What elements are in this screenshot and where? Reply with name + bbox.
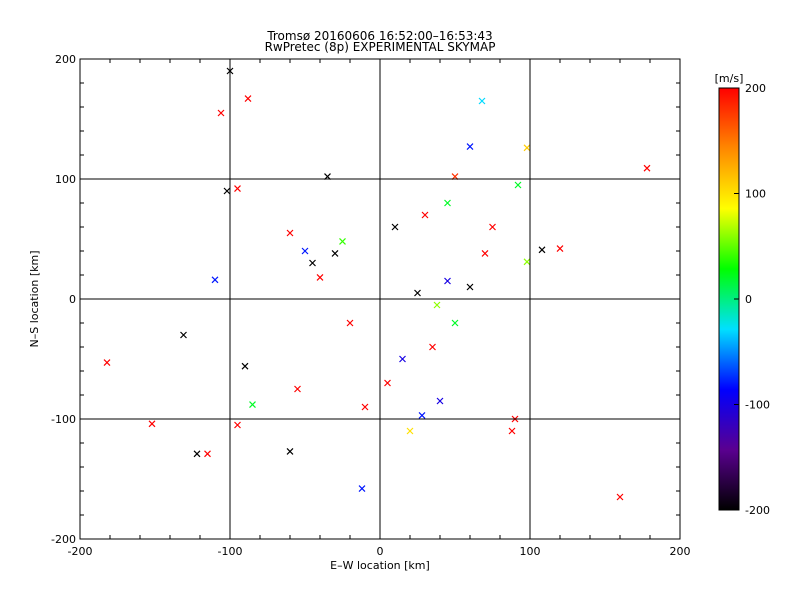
data-point: [148, 420, 156, 428]
data-point: [249, 401, 256, 409]
data-point: [466, 143, 474, 151]
data-point: [286, 229, 294, 237]
data-point: [316, 273, 324, 281]
data-point: [193, 450, 201, 458]
data-point: [309, 259, 316, 267]
data-point: [331, 249, 339, 257]
grid-lines: [80, 59, 680, 539]
data-point: [241, 362, 249, 370]
y-tick-label: 0: [69, 293, 76, 306]
data-point: [538, 246, 546, 254]
data-point: [294, 385, 301, 393]
data-points: [103, 67, 651, 501]
data-point: [234, 421, 241, 429]
data-point: [481, 249, 489, 257]
data-point: [466, 283, 474, 291]
x-tick-label: -200: [68, 545, 93, 558]
data-point: [339, 237, 346, 245]
colorbar-tick-label: 100: [745, 188, 766, 201]
data-point: [429, 343, 436, 351]
colorbar-tick-label: 0: [745, 293, 752, 306]
data-point: [103, 359, 111, 367]
data-point: [211, 276, 219, 284]
axis-ticks: -200 -100 0 100 200 -200 -100 0 100 200: [51, 53, 690, 558]
data-point: [508, 427, 516, 435]
x-tick-label: 0: [377, 545, 384, 558]
data-point: [421, 211, 429, 219]
data-point: [180, 331, 187, 339]
data-point: [523, 258, 531, 266]
data-point: [406, 427, 414, 435]
data-point: [436, 397, 444, 405]
data-point: [391, 223, 399, 231]
data-point: [414, 289, 421, 297]
data-point: [346, 319, 354, 327]
chart-subtitle: RwPretec (8p) EXPERIMENTAL SKYMAP: [265, 40, 496, 54]
chart-title: Tromsø 20160606 16:52:00–16:53:43: [266, 29, 492, 43]
data-point: [418, 411, 426, 419]
data-point: [514, 181, 522, 189]
y-tick-label: 100: [55, 173, 76, 186]
data-point: [384, 379, 391, 387]
data-point: [399, 355, 406, 363]
data-point: [217, 109, 225, 117]
x-tick-label: 100: [520, 545, 541, 558]
data-point: [451, 319, 459, 327]
colorbar-tick-label: -100: [745, 399, 770, 412]
data-point: [286, 447, 294, 455]
data-point: [556, 245, 564, 253]
data-point: [244, 95, 252, 103]
y-tick-label: 200: [55, 53, 76, 66]
colorbar-tick-label: -200: [745, 504, 770, 517]
colorbar-ticks: 200 100 0 -100 -200: [734, 82, 770, 517]
data-point: [433, 301, 441, 309]
x-tick-label: -100: [218, 545, 243, 558]
data-point: [523, 144, 531, 152]
data-point: [361, 403, 369, 411]
data-point: [478, 97, 486, 105]
x-tick-label: 200: [670, 545, 691, 558]
x-axis-label: E–W location [km]: [330, 559, 430, 572]
data-point: [643, 164, 651, 172]
data-point: [358, 485, 366, 493]
colorbar-label: [m/s]: [715, 72, 744, 85]
colorbar-tick-label: 200: [745, 82, 766, 95]
y-tick-label: -200: [51, 533, 76, 546]
data-point: [223, 187, 231, 195]
y-tick-label: -100: [51, 413, 76, 426]
data-point: [301, 247, 309, 255]
data-point: [616, 493, 624, 501]
data-point: [234, 185, 241, 193]
data-point: [204, 450, 211, 458]
data-point: [489, 223, 496, 231]
data-point: [444, 199, 451, 207]
data-point: [444, 277, 451, 285]
y-axis-label: N–S location [km]: [28, 250, 41, 347]
